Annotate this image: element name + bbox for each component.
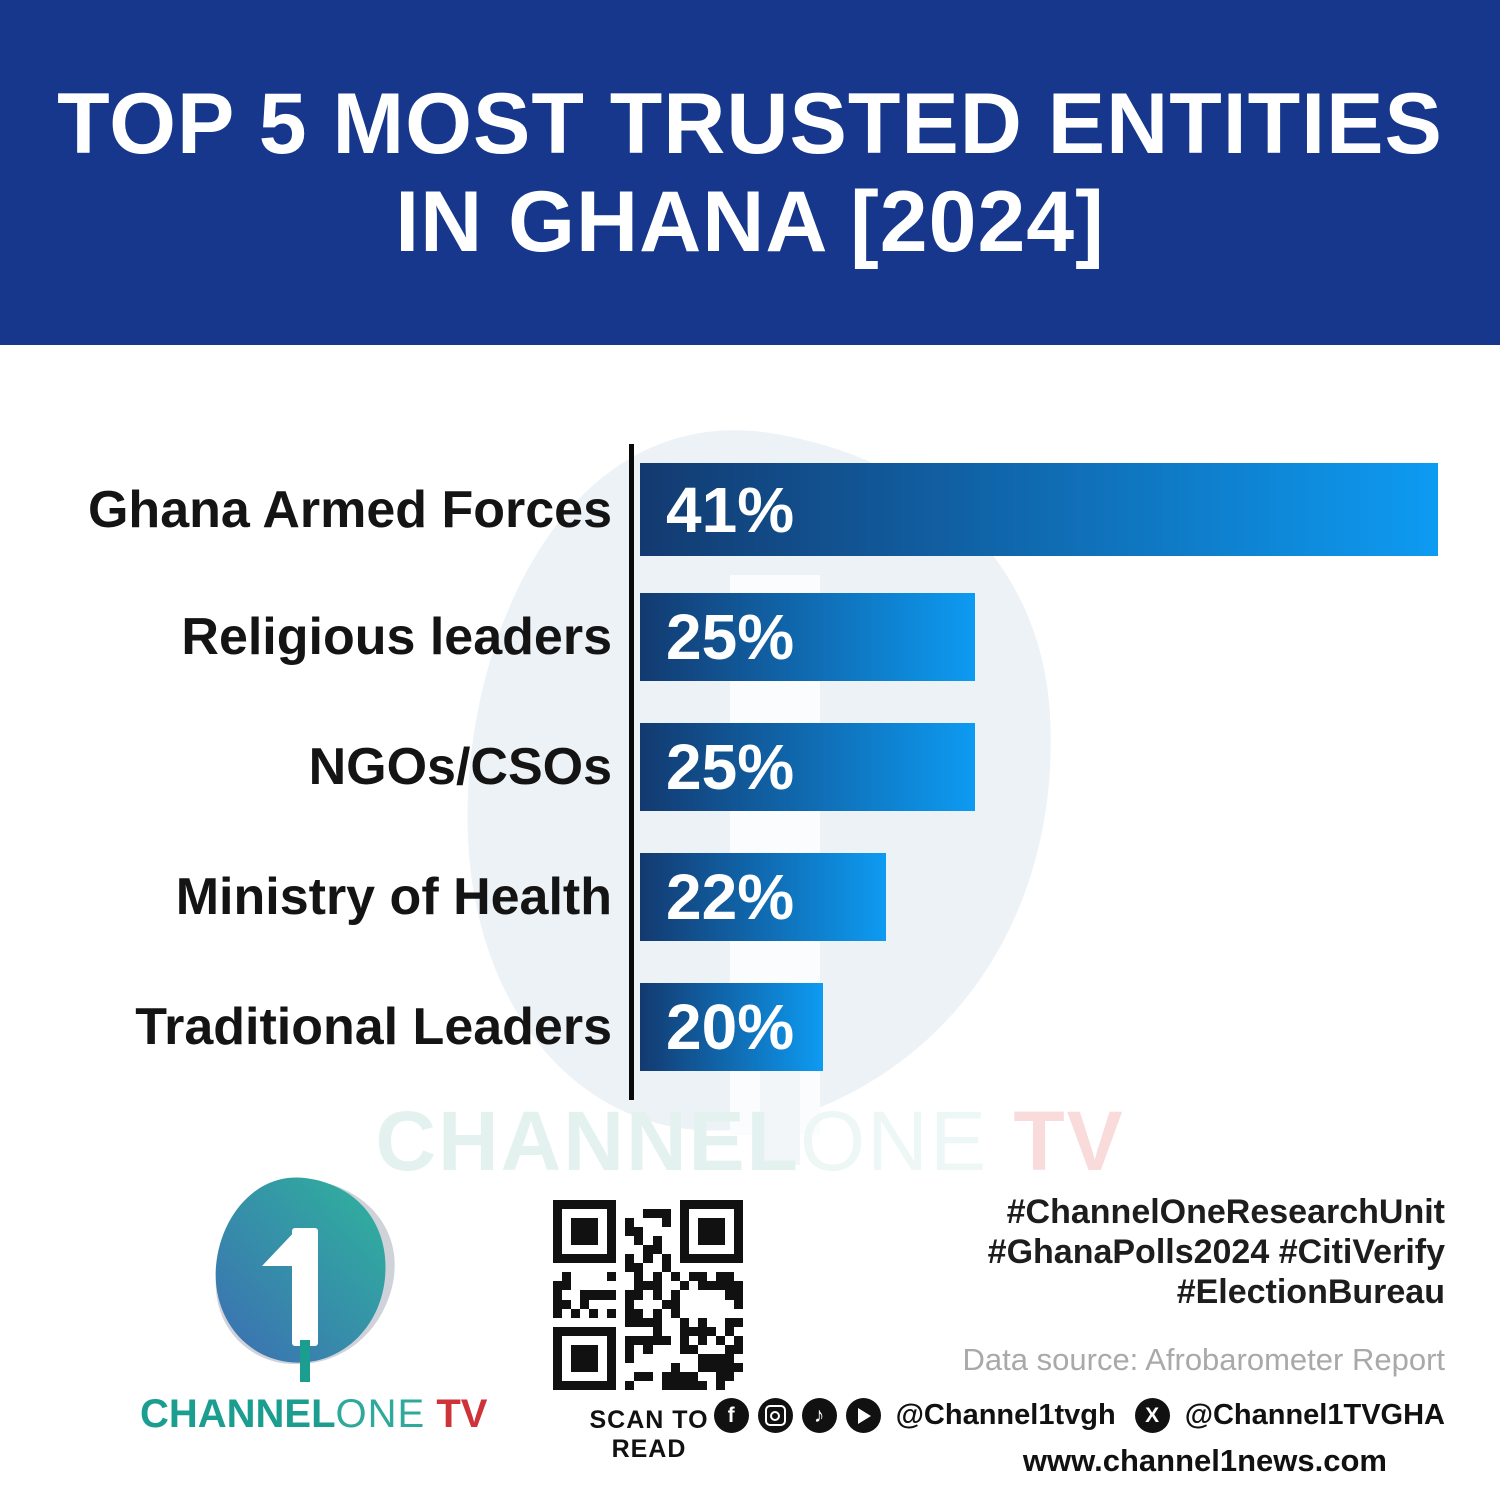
wordmark-channel: CHANNEL [140,1392,336,1436]
category-label: Ghana Armed Forces [87,480,612,539]
social-handle-x: @Channel1TVGHA [1184,1399,1445,1431]
bar-row: Religious leaders 25% [0,593,1500,681]
qr-block: SCAN TO READ [553,1200,745,1464]
bar: 41% [640,463,1438,556]
watermark-text: CHANNELONE TV [0,1093,1500,1190]
value-label: 20% [666,991,795,1063]
hashtag-line-3: #ElectionBureau [1176,1273,1445,1311]
page-title-line2: IN GHANA [2024] [395,173,1105,270]
facebook-icon: f [713,1398,749,1433]
page-title-line1: TOP 5 MOST TRUSTED ENTITIES [57,75,1443,172]
wordmark-tv: TV [425,1392,488,1436]
tiktok-icon: ♪ [801,1398,837,1433]
bar: 20% [640,983,823,1071]
x-icon: X [1134,1398,1170,1433]
y-axis-line [629,444,634,1100]
footer: CHANNELONE TV SCAN TO READ #ChannelOneRe… [0,1160,1500,1500]
bar: 25% [640,593,975,681]
data-source: Data source: Afrobarometer Report [962,1342,1445,1377]
qr-caption: SCAN TO READ [589,1406,709,1463]
category-label: Ministry of Health [175,868,612,926]
value-label: 22% [666,861,795,933]
logo-wordmark: CHANNELONE TV [140,1392,487,1437]
watermark-tv: TV [988,1094,1125,1188]
category-label: NGOs/CSOs [308,738,612,796]
header-banner: TOP 5 MOST TRUSTED ENTITIES IN GHANA [20… [0,0,1500,345]
watermark-one: ONE [799,1094,988,1188]
website-url: www.channel1news.com [1022,1443,1387,1478]
footer-info: #ChannelOneResearchUnit #GhanaPolls2024 … [713,1192,1445,1479]
bar-chart: Ghana Armed Forces 41% Religious leaders… [0,345,1500,1165]
category-label: Religious leaders [181,608,612,666]
youtube-icon [845,1398,881,1433]
social-handle-main: @Channel1tvgh [895,1399,1116,1431]
qr-code [553,1200,743,1390]
value-label: 25% [666,601,795,673]
watermark-channel: CHANNEL [375,1094,800,1188]
bar: 25% [640,723,975,811]
bar: 22% [640,853,886,941]
value-label: 41% [666,473,795,546]
bar-row: Ghana Armed Forces 41% [0,463,1500,556]
hashtag-line-2: #GhanaPolls2024 #CitiVerify [987,1233,1445,1271]
bar-row: Traditional Leaders 20% [0,983,1500,1071]
bar-row: Ministry of Health 22% [0,853,1500,941]
channel-one-logo: CHANNELONE TV [140,1170,487,1437]
wordmark-one: ONE [335,1392,426,1436]
instagram-icon [757,1398,793,1433]
category-label: Traditional Leaders [135,998,612,1056]
logo-icon [215,1177,395,1382]
bar-row: NGOs/CSOs 25% [0,723,1500,811]
hashtag-line-1: #ChannelOneResearchUnit [1006,1193,1445,1231]
value-label: 25% [666,731,795,803]
social-row: f ♪ @Channel1tvgh X @Channel1TVGHA [713,1398,1445,1433]
